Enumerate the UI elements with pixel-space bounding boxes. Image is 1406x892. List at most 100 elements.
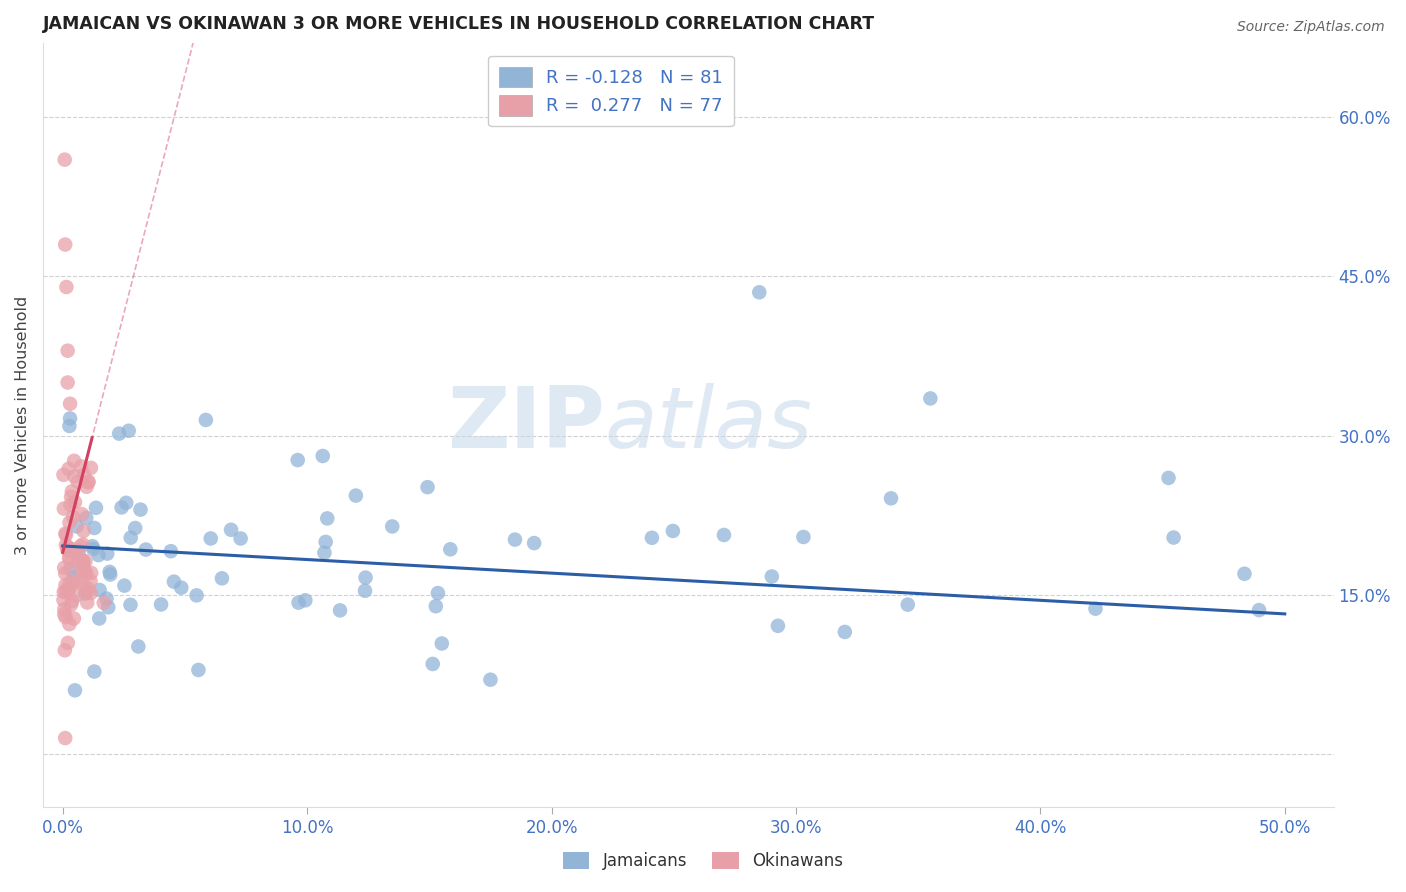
- Point: [72, 577, 94, 591]
- Point: [55, 610, 77, 624]
- Point: [96, 547, 118, 561]
- Point: [66, 475, 89, 489]
- Point: [316, 511, 339, 525]
- Point: [59, 598, 82, 612]
- Point: [77, 475, 100, 489]
- Point: [425, 599, 447, 614]
- Text: JAMAICAN VS OKINAWAN 3 OR MORE VEHICLES IN HOUSEHOLD CORRELATION CHART: JAMAICAN VS OKINAWAN 3 OR MORE VEHICLES …: [44, 15, 876, 33]
- Point: [93, 596, 115, 610]
- Point: [58, 577, 80, 591]
- Point: [53, 566, 76, 581]
- Point: [761, 569, 783, 583]
- Point: [89, 611, 111, 625]
- Point: [1163, 531, 1185, 545]
- Point: [75, 566, 97, 581]
- Point: [641, 531, 664, 545]
- Point: [80, 566, 103, 580]
- Point: [287, 453, 309, 467]
- Point: [83, 665, 105, 679]
- Point: [229, 532, 252, 546]
- Point: [77, 582, 100, 596]
- Text: ZIP: ZIP: [447, 384, 605, 467]
- Point: [72, 558, 94, 572]
- Point: [135, 542, 157, 557]
- Point: [60, 594, 83, 608]
- Point: [59, 541, 82, 556]
- Point: [59, 562, 82, 576]
- Point: [381, 519, 404, 533]
- Point: [194, 413, 217, 427]
- Point: [354, 583, 377, 598]
- Point: [52, 593, 75, 607]
- Point: [53, 153, 76, 167]
- Point: [186, 588, 208, 602]
- Point: [76, 480, 98, 494]
- Point: [56, 541, 79, 555]
- Point: [200, 532, 222, 546]
- Point: [98, 565, 121, 579]
- Point: [503, 533, 526, 547]
- Point: [294, 593, 316, 607]
- Point: [120, 598, 142, 612]
- Point: [62, 571, 84, 585]
- Text: atlas: atlas: [605, 384, 813, 467]
- Point: [66, 588, 89, 602]
- Point: [73, 564, 96, 578]
- Point: [72, 563, 94, 577]
- Point: [73, 467, 96, 482]
- Point: [63, 544, 86, 558]
- Point: [1084, 601, 1107, 615]
- Point: [766, 619, 789, 633]
- Point: [82, 539, 104, 553]
- Point: [1157, 471, 1180, 485]
- Point: [58, 617, 80, 632]
- Point: [422, 657, 444, 671]
- Point: [76, 595, 98, 609]
- Point: [315, 534, 337, 549]
- Point: [53, 607, 76, 622]
- Point: [344, 489, 367, 503]
- Point: [80, 586, 103, 600]
- Point: [63, 469, 86, 483]
- Point: [59, 397, 82, 411]
- Point: [354, 571, 377, 585]
- Point: [62, 509, 84, 524]
- Point: [75, 586, 97, 600]
- Point: [89, 582, 111, 597]
- Point: [72, 537, 94, 551]
- Point: [55, 578, 77, 592]
- Point: [55, 528, 77, 542]
- Point: [59, 498, 82, 512]
- Point: [59, 581, 82, 595]
- Point: [63, 611, 86, 625]
- Point: [112, 579, 135, 593]
- Point: [170, 581, 193, 595]
- Point: [187, 663, 209, 677]
- Point: [439, 542, 461, 557]
- Point: [98, 567, 121, 582]
- Point: [55, 584, 77, 599]
- Point: [416, 480, 439, 494]
- Point: [287, 596, 309, 610]
- Point: [96, 591, 118, 606]
- Point: [129, 502, 152, 516]
- Point: [58, 541, 80, 556]
- Point: [63, 683, 86, 698]
- Point: [70, 459, 93, 474]
- Point: [58, 516, 80, 530]
- Point: [53, 643, 76, 657]
- Text: Source: ZipAtlas.com: Source: ZipAtlas.com: [1237, 20, 1385, 34]
- Point: [713, 528, 735, 542]
- Point: [897, 598, 920, 612]
- Point: [834, 624, 856, 639]
- Point: [75, 584, 97, 599]
- Point: [920, 392, 942, 406]
- Point: [63, 574, 86, 589]
- Point: [77, 475, 100, 490]
- Point: [79, 574, 101, 588]
- Point: [58, 462, 80, 476]
- Point: [53, 731, 76, 745]
- Point: [160, 544, 183, 558]
- Point: [56, 636, 79, 650]
- Point: [75, 511, 97, 525]
